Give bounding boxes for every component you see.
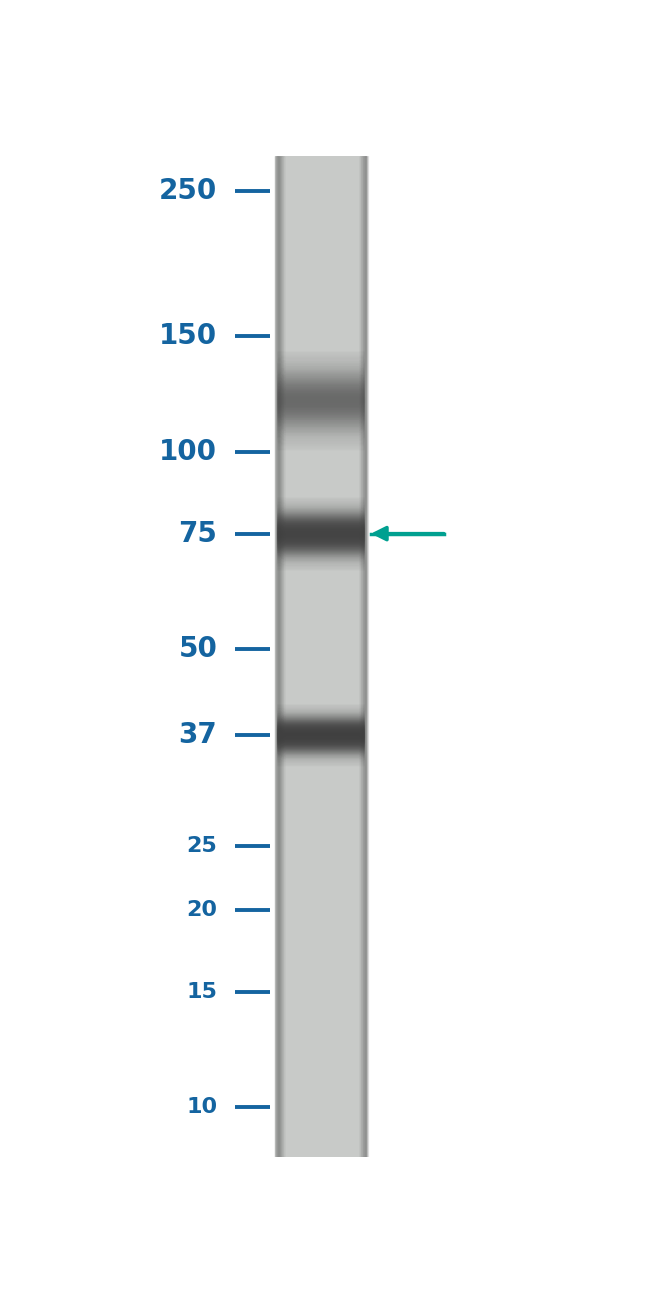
Bar xyxy=(365,156,367,1157)
Bar xyxy=(278,156,281,1157)
Bar xyxy=(280,156,282,1157)
Bar xyxy=(281,156,284,1157)
Text: 10: 10 xyxy=(186,1097,217,1117)
Bar xyxy=(361,156,363,1157)
Bar xyxy=(365,156,368,1157)
Bar xyxy=(363,156,365,1157)
Bar xyxy=(275,156,278,1157)
Bar xyxy=(365,156,367,1157)
Bar xyxy=(359,156,362,1157)
Bar xyxy=(363,156,366,1157)
Bar xyxy=(276,156,278,1157)
Text: 37: 37 xyxy=(179,720,217,749)
Bar xyxy=(362,156,364,1157)
Text: 15: 15 xyxy=(187,982,217,1001)
Bar xyxy=(275,156,366,1157)
Bar xyxy=(282,156,284,1157)
Text: 20: 20 xyxy=(187,900,217,919)
Bar xyxy=(363,156,365,1157)
Bar xyxy=(277,156,279,1157)
Bar xyxy=(358,156,361,1157)
Text: 250: 250 xyxy=(159,177,217,205)
Bar xyxy=(279,156,281,1157)
Text: 75: 75 xyxy=(178,520,217,547)
Bar xyxy=(364,156,366,1157)
Bar xyxy=(279,156,281,1157)
Bar xyxy=(283,156,285,1157)
Bar xyxy=(276,156,278,1157)
Bar xyxy=(361,156,364,1157)
Bar xyxy=(280,156,282,1157)
Bar xyxy=(361,156,363,1157)
Bar xyxy=(362,156,365,1157)
Bar xyxy=(276,156,279,1157)
Bar xyxy=(277,156,280,1157)
Bar xyxy=(359,156,361,1157)
Bar xyxy=(281,156,283,1157)
Bar xyxy=(360,156,362,1157)
Bar xyxy=(359,156,361,1157)
Text: 50: 50 xyxy=(178,634,217,663)
Bar xyxy=(281,156,283,1157)
Text: 25: 25 xyxy=(187,836,217,857)
Bar xyxy=(366,156,368,1157)
Bar xyxy=(278,156,280,1157)
Bar xyxy=(360,156,363,1157)
Text: 150: 150 xyxy=(159,322,217,351)
Bar xyxy=(278,156,280,1157)
Text: 100: 100 xyxy=(159,438,217,465)
Bar xyxy=(364,156,367,1157)
Bar xyxy=(280,156,283,1157)
Bar xyxy=(282,156,285,1157)
